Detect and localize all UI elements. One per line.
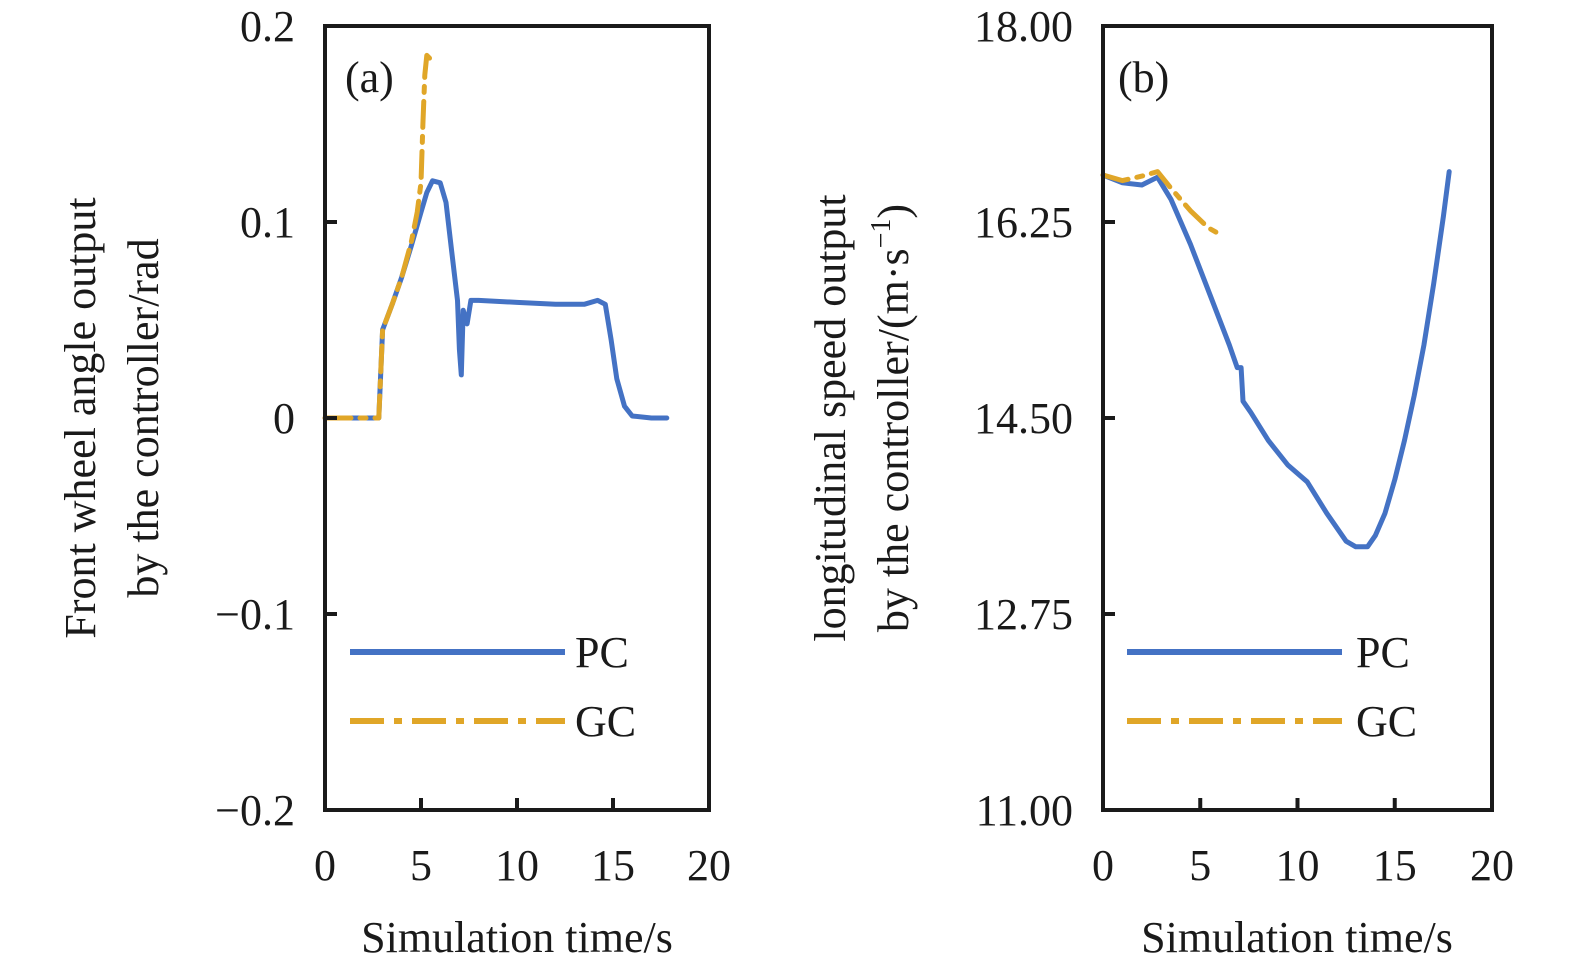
panel-b-ytick-label-1: 12.75	[974, 590, 1073, 639]
panel-a-xtick-label-2: 10	[495, 841, 539, 890]
panel-b-legend-gc-label: GC	[1356, 697, 1417, 746]
panel-b-ylabel-line2: by the controller/(m·s−1)	[866, 204, 918, 632]
panel-b-frame	[1101, 24, 1494, 812]
panel-b-series-pc-line	[1100, 169, 1452, 550]
panel-a-tag: (a)	[345, 53, 394, 102]
panel-a-ytick-label-3: 0.1	[240, 198, 295, 247]
panel-b-xtick-label-1: 5	[1189, 841, 1211, 890]
panel-b-xtick-label-0: 0	[1092, 841, 1114, 890]
panel-a-plot-layer: 0 5 10 15 20 −0.2 −0.1 0 0.1 0.2	[215, 2, 731, 890]
panel-b-xtick-label-4: 20	[1470, 841, 1514, 890]
panel-b-tag: (b)	[1118, 53, 1169, 102]
panel-b-series-gc-line	[1100, 169, 1221, 236]
panel-a-ytick-label-2: 0	[273, 394, 295, 443]
panel-a-series-pc-line	[322, 178, 670, 421]
panel-a-legend-gc-label: GC	[575, 697, 636, 746]
panel-a-frame	[323, 24, 711, 812]
panel-b-ylabel-line1: longitudinal speed output	[806, 194, 855, 641]
panel-b-xtick-label-2: 10	[1276, 841, 1320, 890]
panel-a-ylabel: Front wheel angle output by the controll…	[56, 197, 168, 638]
panel-a-xtick-label-0: 0	[314, 841, 336, 890]
panel-a-ytick-label-0: −0.2	[215, 786, 295, 835]
panel-a-ytick-label-4: 0.2	[240, 2, 295, 51]
panel-b-plot-layer: 0 5 10 15 20 11.00 12.75 14.50 16.25 18.00	[974, 2, 1514, 890]
panel-b-legend-pc-label: PC	[1356, 628, 1410, 677]
panel-a-xtick-label-3: 15	[591, 841, 635, 890]
panel-b: longitudinal speed output by the control…	[806, 2, 1514, 962]
panel-a-series-gc-line	[322, 52, 439, 421]
panel-a-ytick-label-1: −0.1	[215, 590, 295, 639]
panel-a-legend: PC GC	[350, 628, 636, 746]
panel-b-xlabel: Simulation time/s	[1141, 913, 1453, 962]
panel-a-xlabel: Simulation time/s	[361, 913, 673, 962]
panel-b-ylabel-close: )	[869, 204, 918, 219]
panel-b-ylabel: longitudinal speed output by the control…	[806, 194, 918, 641]
panel-a: Front wheel angle output by the controll…	[56, 2, 731, 962]
panel-a-ylabel-line2: by the controller/rad	[119, 238, 168, 597]
panel-b-ytick-label-2: 14.50	[974, 394, 1073, 443]
panel-b-legend: PC GC	[1127, 628, 1417, 746]
panel-b-xtick-label-3: 15	[1373, 841, 1417, 890]
panel-b-ytick-label-3: 16.25	[974, 198, 1073, 247]
panel-a-ylabel-line1: Front wheel angle output	[56, 197, 105, 638]
panel-a-xtick-label-4: 20	[687, 841, 731, 890]
panel-a-legend-pc-label: PC	[575, 628, 629, 677]
panel-b-ytick-label-0: 11.00	[976, 786, 1073, 835]
panel-b-ylabel-line2-main: by the controller/(m·s	[869, 248, 918, 632]
panel-a-xtick-label-1: 5	[410, 841, 432, 890]
panel-b-ylabel-superscript: −1	[866, 219, 897, 249]
panel-b-ytick-label-4: 18.00	[974, 2, 1073, 51]
